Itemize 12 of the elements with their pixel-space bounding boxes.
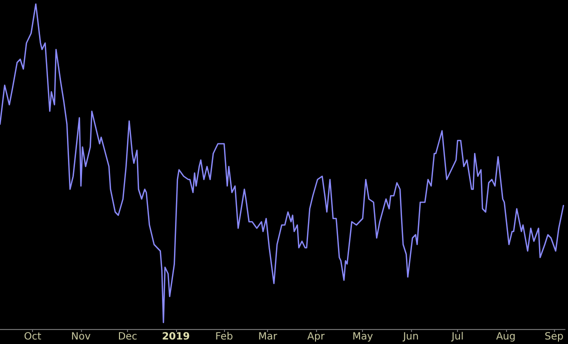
x-tick-label: Sep [544,332,564,342]
x-tick-label: Apr [307,332,326,342]
x-tick-label: Oct [24,332,42,342]
x-tick-label: Nov [71,332,91,342]
x-tick-label: Jul [450,332,464,342]
x-tick-label: Aug [496,332,516,342]
x-tick-label: Dec [118,332,138,342]
x-tick-label: Jun [402,332,419,342]
x-tick-label: 2019 [162,332,190,342]
x-tick-label: Mar [258,332,278,342]
x-tick-label: Feb [215,332,233,342]
x-tick-label: May [352,332,374,342]
